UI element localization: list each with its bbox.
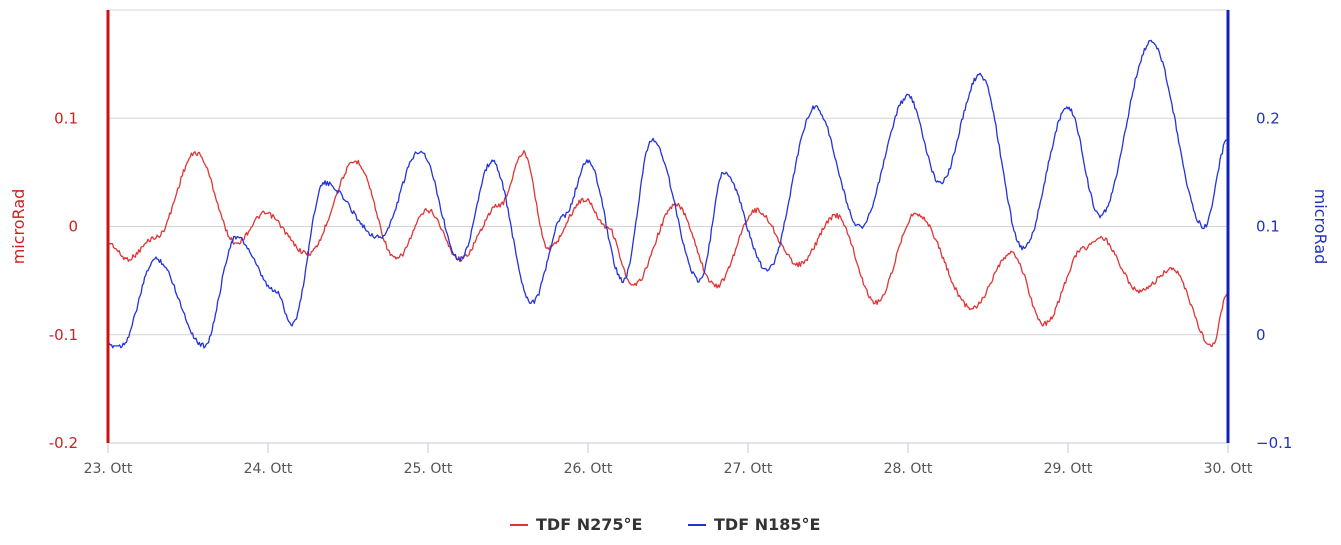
x-tick-label: 30. Ott <box>1204 461 1253 477</box>
x-tick-label: 29. Ott <box>1044 461 1093 477</box>
legend-item-tdf-n185[interactable]: TDF N185°E <box>688 515 820 534</box>
y-right-tick-label: −0.1 <box>1256 434 1292 452</box>
y-right-tick-label: 0 <box>1256 326 1266 344</box>
legend-item-tdf-n275[interactable]: TDF N275°E <box>510 515 642 534</box>
grid-lines <box>108 9 1228 444</box>
series-line-1 <box>107 39 1229 349</box>
y-right-tick-label: 0.1 <box>1256 218 1280 236</box>
tick-labels: 23. Ott 24. Ott 25. Ott 26. Ott 27. Ott 28. O… <box>49 109 1293 477</box>
y-axis-left-title: microRad <box>9 189 28 265</box>
x-tick-label: 24. Ott <box>244 461 293 477</box>
x-tick-label: 25. Ott <box>404 461 453 477</box>
y-left-tick-label: -0.2 <box>49 434 78 452</box>
x-tick-label: 28. Ott <box>884 461 933 477</box>
legend-label-tdf-n185: TDF N185°E <box>714 515 820 534</box>
x-tick-label: 23. Ott <box>84 461 133 477</box>
x-tick-label: 26. Ott <box>564 461 613 477</box>
series-layer <box>107 39 1229 349</box>
series-line-0 <box>107 149 1229 348</box>
y-left-tick-label: -0.1 <box>49 326 78 344</box>
legend-label-tdf-n275: TDF N275°E <box>536 515 642 534</box>
y-axis-right-title: microRad <box>1311 189 1330 265</box>
legend[interactable]: TDF N275°E TDF N185°E <box>510 515 820 534</box>
axes-layer <box>106 10 1230 453</box>
y-left-tick-label: 0.1 <box>54 109 78 127</box>
y-right-tick-label: 0.2 <box>1256 109 1280 127</box>
y-left-tick-label: 0 <box>68 218 78 236</box>
x-tick-label: 27. Ott <box>724 461 773 477</box>
